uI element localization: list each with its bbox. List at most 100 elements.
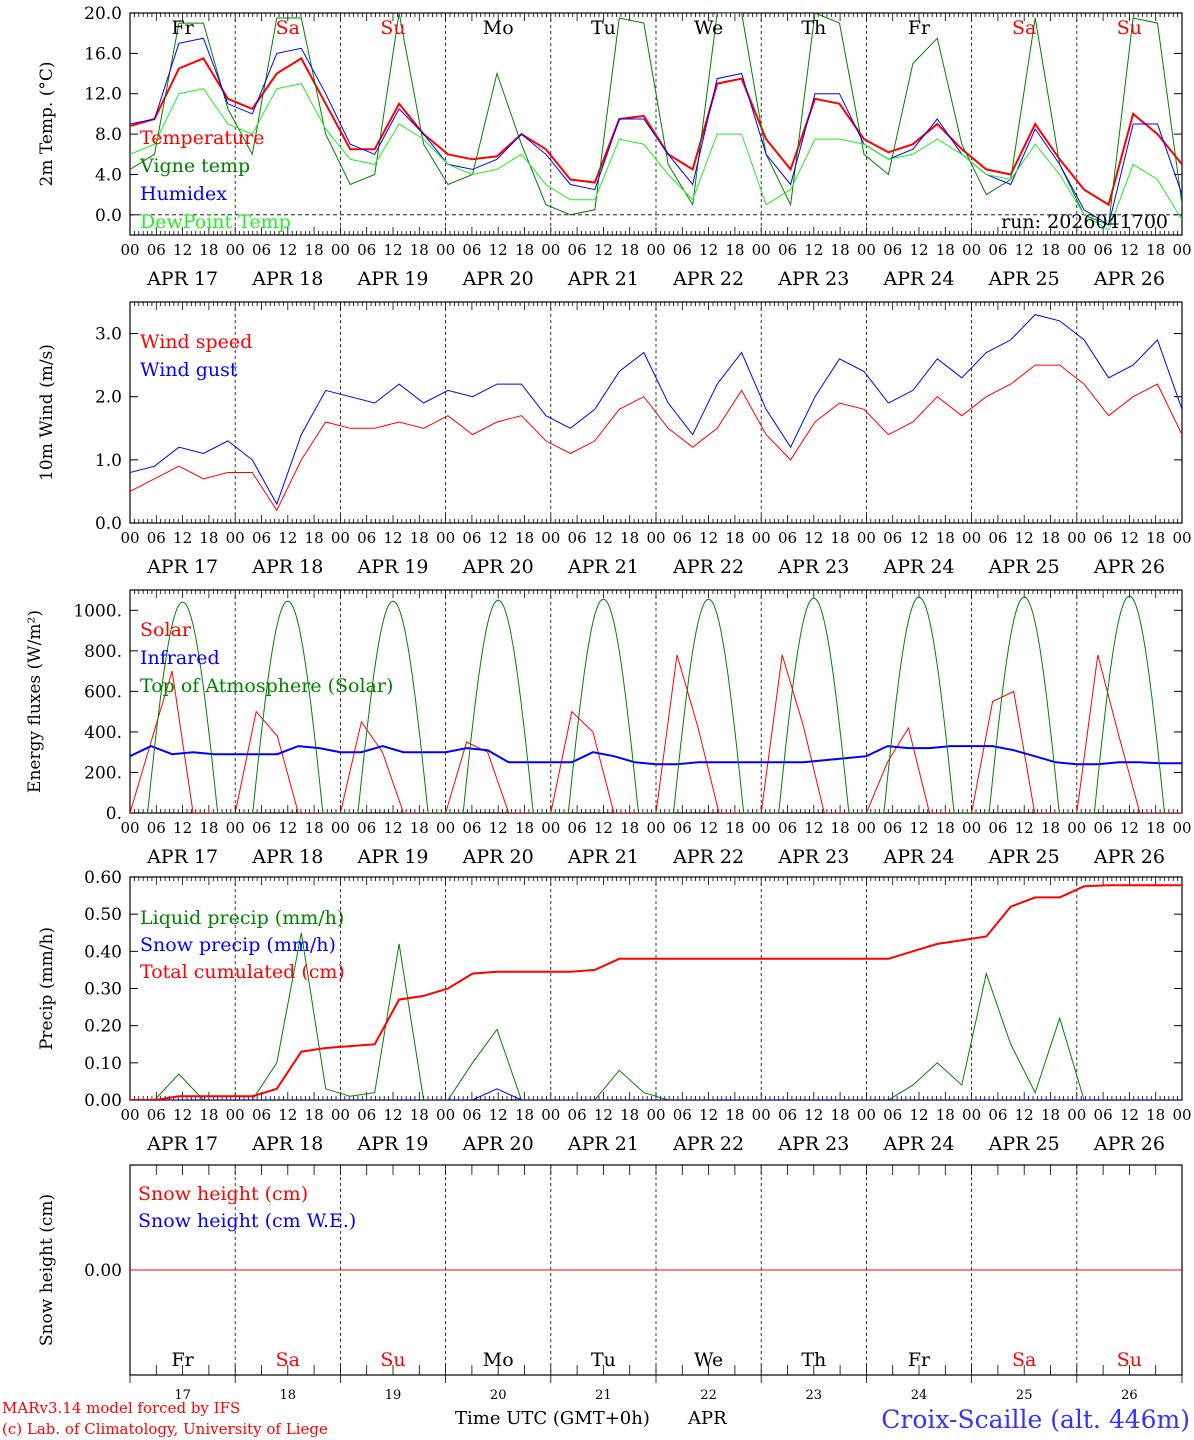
hour-tick-label: 12 <box>383 819 402 837</box>
legend-entry: Total cumulated (cm) <box>140 961 345 983</box>
legend-entry: Wind speed <box>140 331 252 353</box>
hour-tick-label: 00 <box>331 819 350 837</box>
hour-tick-label: 00 <box>120 819 139 837</box>
hour-tick-label: 00 <box>436 1106 455 1124</box>
y-tick-label: 1000. <box>73 601 122 621</box>
hour-ticks <box>129 13 1183 235</box>
hour-tick-label: 00 <box>541 529 560 547</box>
model-credit-text: MARv3.14 model forced by IFS <box>2 1399 240 1417</box>
date-label: APR 26 <box>1093 1133 1165 1155</box>
hour-tick-label: 06 <box>778 241 797 259</box>
y-tick-label: 1.0 <box>95 451 122 471</box>
hour-tick-label: 18 <box>410 1106 429 1124</box>
hour-tick-label: 00 <box>962 1106 981 1124</box>
date-label: APR 25 <box>988 846 1060 868</box>
y-tick-label: 200. <box>84 763 122 783</box>
hour-tick-label: 18 <box>515 241 534 259</box>
hour-tick-label: 18 <box>410 529 429 547</box>
day-number-label: 20 <box>490 1388 507 1403</box>
date-label: APR 26 <box>1093 556 1165 578</box>
date-label: APR 25 <box>988 1133 1060 1155</box>
day-number-label: 21 <box>595 1388 612 1403</box>
hour-tick-label: 06 <box>883 529 902 547</box>
day-abbr-label: Mo <box>483 17 514 39</box>
hour-tick-label: 12 <box>1120 529 1139 547</box>
hour-tick-label: 00 <box>752 241 771 259</box>
date-label: APR 23 <box>777 846 849 868</box>
hour-tick-label: 00 <box>962 529 981 547</box>
hour-tick-label: 00 <box>226 241 245 259</box>
hour-tick-label: 12 <box>1015 529 1034 547</box>
hour-tick-label: 06 <box>147 1106 166 1124</box>
hour-tick-label: 06 <box>357 819 376 837</box>
hour-tick-label: 18 <box>725 529 744 547</box>
hour-tick-label: 12 <box>909 819 928 837</box>
hour-tick-label: 06 <box>252 1106 271 1124</box>
hour-tick-label: 00 <box>857 1106 876 1124</box>
hour-tick-label: 18 <box>1041 819 1060 837</box>
hour-tick-label: 00 <box>1067 529 1086 547</box>
hour-tick-label: 00 <box>226 819 245 837</box>
hour-tick-label: 06 <box>568 529 587 547</box>
hour-tick-label: 06 <box>252 241 271 259</box>
hour-tick-label: 12 <box>489 529 508 547</box>
hour-tick-label: 12 <box>594 241 613 259</box>
hour-tick-label: 00 <box>857 241 876 259</box>
y-axis-label: Snow height (cm) <box>37 1194 57 1346</box>
hour-tick-label: 00 <box>1067 241 1086 259</box>
date-label: APR 23 <box>777 556 849 578</box>
day-number-label: 22 <box>700 1388 717 1403</box>
date-label: APR 20 <box>462 268 534 290</box>
hour-tick-label: 18 <box>515 1106 534 1124</box>
hour-tick-label: 06 <box>988 819 1007 837</box>
hour-tick-label: 18 <box>620 241 639 259</box>
legend-entry: Snow height (cm W.E.) <box>138 1210 356 1232</box>
hour-tick-label: 00 <box>646 241 665 259</box>
hour-tick-label: 12 <box>1015 819 1034 837</box>
hour-tick-label: 06 <box>673 819 692 837</box>
hour-tick-label: 12 <box>1015 1106 1034 1124</box>
day-abbr-label: Sa <box>276 1349 300 1371</box>
day-abbr-label: Th <box>801 1349 826 1371</box>
date-label: APR 24 <box>882 846 954 868</box>
day-abbr-label: Fr <box>908 1349 931 1371</box>
date-label: APR 20 <box>462 1133 534 1155</box>
day-number-label: 25 <box>1016 1388 1033 1403</box>
hour-tick-label: 06 <box>462 819 481 837</box>
y-tick-label: 0.40 <box>84 942 122 962</box>
day-number-label: 17 <box>174 1388 191 1403</box>
hour-tick-label: 00 <box>646 819 665 837</box>
hour-tick-label: 06 <box>988 241 1007 259</box>
hour-tick-label: 06 <box>778 819 797 837</box>
day-abbr-label: Sa <box>1012 1349 1036 1371</box>
series-line-top-of-atmosphere-solar- <box>147 595 1165 813</box>
day-abbr-label: Sa <box>1012 17 1036 39</box>
hour-tick-label: 00 <box>436 529 455 547</box>
hour-tick-label: 00 <box>226 529 245 547</box>
date-label: APR 18 <box>251 268 323 290</box>
series-line-solar <box>130 654 1182 813</box>
date-label: APR 19 <box>356 556 428 578</box>
y-axis-label: 10m Wind (m/s) <box>37 344 57 481</box>
date-label: APR 23 <box>777 1133 849 1155</box>
legend-entry: Humidex <box>140 183 227 205</box>
hour-tick-label: 06 <box>147 819 166 837</box>
hour-tick-label: 18 <box>199 241 218 259</box>
hour-tick-label: 06 <box>778 1106 797 1124</box>
hour-tick-label: 00 <box>120 241 139 259</box>
hour-tick-label: 06 <box>357 241 376 259</box>
hour-tick-label: 06 <box>568 241 587 259</box>
hour-tick-label: 12 <box>909 1106 928 1124</box>
time-axis-title: Time UTC (GMT+0h) <box>455 1408 650 1429</box>
hour-tick-label: 12 <box>489 819 508 837</box>
hour-tick-label: 12 <box>173 819 192 837</box>
hour-tick-label: 12 <box>804 241 823 259</box>
hour-tick-label: 00 <box>541 1106 560 1124</box>
hour-tick-label: 06 <box>462 241 481 259</box>
hour-tick-label: 18 <box>936 819 955 837</box>
date-label: APR 17 <box>146 846 218 868</box>
date-label: APR 20 <box>462 556 534 578</box>
legend-entry: DewPoint Temp <box>140 211 291 233</box>
day-abbr-label: Fr <box>908 17 931 39</box>
